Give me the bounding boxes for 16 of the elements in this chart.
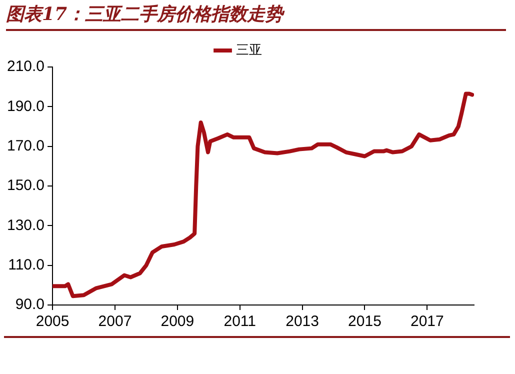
y-tick-label: 150.0 (6, 177, 45, 194)
y-tick-label: 110.0 (8, 256, 45, 274)
x-tick-label: 2009 (160, 313, 194, 330)
y-tick-label: 170.0 (6, 137, 45, 154)
y-tick-label: 90.0 (15, 296, 45, 314)
y-tick-label: 190.0 (6, 98, 45, 115)
legend-label: 三亚 (236, 42, 262, 58)
y-tick-label: 210.0 (6, 58, 45, 76)
x-tick-label: 2017 (410, 313, 444, 330)
x-tick-label: 2007 (98, 313, 132, 330)
x-tick-label: 2011 (224, 313, 256, 330)
y-tick-label: 130.0 (6, 216, 45, 234)
x-tick-label: 2005 (36, 313, 70, 330)
chart-title: 图表17：三亚二手房价格指数走势 (6, 2, 506, 31)
x-tick-label: 2015 (348, 313, 382, 330)
x-tick-label: 2013 (286, 313, 319, 330)
